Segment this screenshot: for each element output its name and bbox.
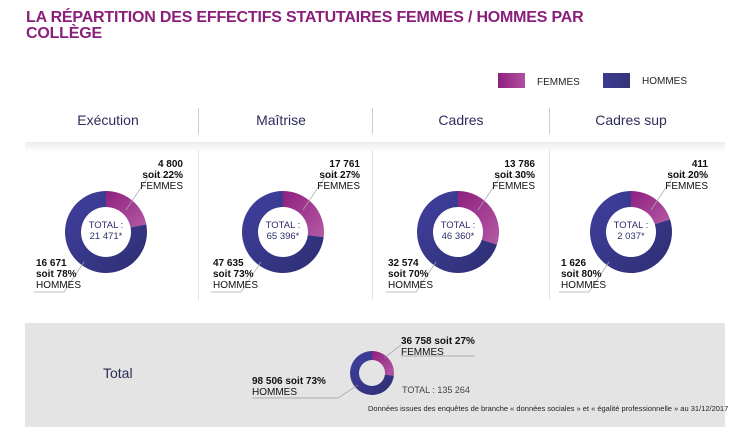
column-header-cadres: Cadres bbox=[438, 112, 484, 128]
donut-center-total: TOTAL :21 471* bbox=[76, 220, 136, 242]
hommes-label: 47 635 soit 73% HOMMES bbox=[213, 258, 293, 291]
leader-line bbox=[63, 261, 85, 293]
column-header-cadres-sup: Cadres sup bbox=[595, 112, 667, 128]
hommes-pct: soit 73% bbox=[213, 269, 254, 280]
hommes-pct: soit 80% bbox=[561, 269, 602, 280]
hommes-value: 1 626 bbox=[561, 258, 587, 269]
legend-swatch-femmes bbox=[498, 73, 525, 88]
overall-total: TOTAL : 135 264 bbox=[402, 385, 470, 395]
divider bbox=[549, 150, 550, 300]
column-header-execution: Exécution bbox=[77, 112, 139, 128]
hommes-label: 32 574 soit 70% HOMMES bbox=[388, 258, 468, 291]
donut-3-slice-hommes bbox=[590, 191, 673, 273]
hommes-label: 1 626 soit 80% HOMMES bbox=[561, 258, 641, 291]
donut-center-total: TOTAL :46 360* bbox=[428, 220, 488, 242]
femmes-value: 4 800 bbox=[157, 159, 183, 170]
donut-2-slice-femmes bbox=[458, 191, 499, 245]
divider bbox=[198, 108, 199, 134]
divider bbox=[198, 150, 199, 300]
leader-line bbox=[383, 344, 402, 359]
leader-line bbox=[588, 261, 610, 293]
femmes-value: 411 bbox=[691, 159, 708, 170]
hommes-label: 16 671 soit 78% HOMMES bbox=[36, 258, 116, 291]
femmes-pct: soit 27% bbox=[319, 170, 360, 181]
leader-line bbox=[415, 261, 437, 293]
leader-line bbox=[650, 176, 674, 211]
divider bbox=[549, 108, 550, 134]
leader-line bbox=[240, 261, 262, 293]
overall-hommes-text: HOMMES bbox=[252, 387, 297, 398]
source-note: Données issues des enquêtes de branche «… bbox=[368, 404, 729, 413]
column-header-maitrise: Maîtrise bbox=[256, 112, 306, 128]
donut-1-slice-femmes bbox=[283, 191, 324, 238]
total-label: TOTAL : bbox=[613, 220, 649, 231]
femmes-text: FEMMES bbox=[317, 181, 360, 192]
hommes-pct: soit 78% bbox=[36, 269, 77, 280]
femmes-value: 13 786 bbox=[504, 159, 535, 170]
total-value: 46 360* bbox=[441, 231, 475, 242]
donut-center-total: TOTAL :65 396* bbox=[253, 220, 313, 242]
hommes-text: HOMMES bbox=[561, 280, 606, 291]
divider bbox=[372, 150, 373, 300]
hommes-text: HOMMES bbox=[36, 280, 81, 291]
divider bbox=[372, 108, 373, 134]
femmes-label: 13 786 soit 30% FEMMES bbox=[455, 159, 535, 192]
donut-1-slice-hommes bbox=[242, 191, 324, 274]
donut-0-slice-femmes bbox=[106, 191, 147, 228]
femmes-text: FEMMES bbox=[665, 181, 708, 192]
leader-line bbox=[125, 176, 149, 211]
total-label: TOTAL : bbox=[440, 220, 476, 231]
total-label: TOTAL : bbox=[265, 220, 301, 231]
leader-line bbox=[302, 176, 326, 211]
total-panel bbox=[25, 323, 725, 427]
overall-femmes-text: FEMMES bbox=[401, 347, 444, 358]
femmes-label: 411 soit 20% FEMMES bbox=[628, 159, 708, 192]
femmes-text: FEMMES bbox=[492, 181, 535, 192]
donut-2-slice-hommes bbox=[417, 191, 497, 273]
femmes-label: 4 800 soit 22% FEMMES bbox=[103, 159, 183, 192]
hommes-pct: soit 70% bbox=[388, 269, 429, 280]
femmes-text: FEMMES bbox=[140, 181, 183, 192]
leader-line bbox=[337, 384, 359, 399]
femmes-pct: soit 22% bbox=[142, 170, 183, 181]
overall-hommes-value: 98 506 soit 73% bbox=[252, 376, 326, 387]
hommes-text: HOMMES bbox=[388, 280, 433, 291]
donut-total-slice-femmes bbox=[372, 351, 395, 376]
page-title: LA RÉPARTITION DES EFFECTIFS STATUTAIRES… bbox=[26, 9, 584, 42]
donut-total-slice-hommes bbox=[350, 351, 394, 395]
leader-line bbox=[477, 176, 501, 211]
legend-label-hommes: HOMMES bbox=[642, 76, 687, 87]
femmes-pct: soit 20% bbox=[667, 170, 708, 181]
total-label: TOTAL : bbox=[88, 220, 124, 231]
legend-swatch-hommes bbox=[603, 73, 630, 88]
legend-label-femmes: FEMMES bbox=[537, 77, 580, 88]
hommes-text: HOMMES bbox=[213, 280, 258, 291]
hommes-value: 47 635 bbox=[213, 258, 244, 269]
overall-femmes-label: 36 758 soit 27% FEMMES bbox=[401, 336, 475, 358]
femmes-label: 17 761 soit 27% FEMMES bbox=[280, 159, 360, 192]
femmes-pct: soit 30% bbox=[494, 170, 535, 181]
header-band bbox=[25, 142, 725, 152]
femmes-value: 17 761 bbox=[329, 159, 360, 170]
hommes-value: 16 671 bbox=[36, 258, 67, 269]
total-value: 21 471* bbox=[89, 231, 123, 242]
total-value: 65 396* bbox=[266, 231, 300, 242]
donut-center-total: TOTAL :2 037* bbox=[601, 220, 661, 242]
donut-3-slice-femmes bbox=[631, 191, 670, 225]
hommes-value: 32 574 bbox=[388, 258, 419, 269]
overall-femmes-value: 36 758 soit 27% bbox=[401, 336, 475, 347]
donut-0-slice-hommes bbox=[64, 191, 147, 273]
total-row-title: Total bbox=[103, 365, 133, 381]
overall-hommes-label: 98 506 soit 73% HOMMES bbox=[252, 376, 326, 398]
total-value: 2 037* bbox=[617, 231, 645, 242]
